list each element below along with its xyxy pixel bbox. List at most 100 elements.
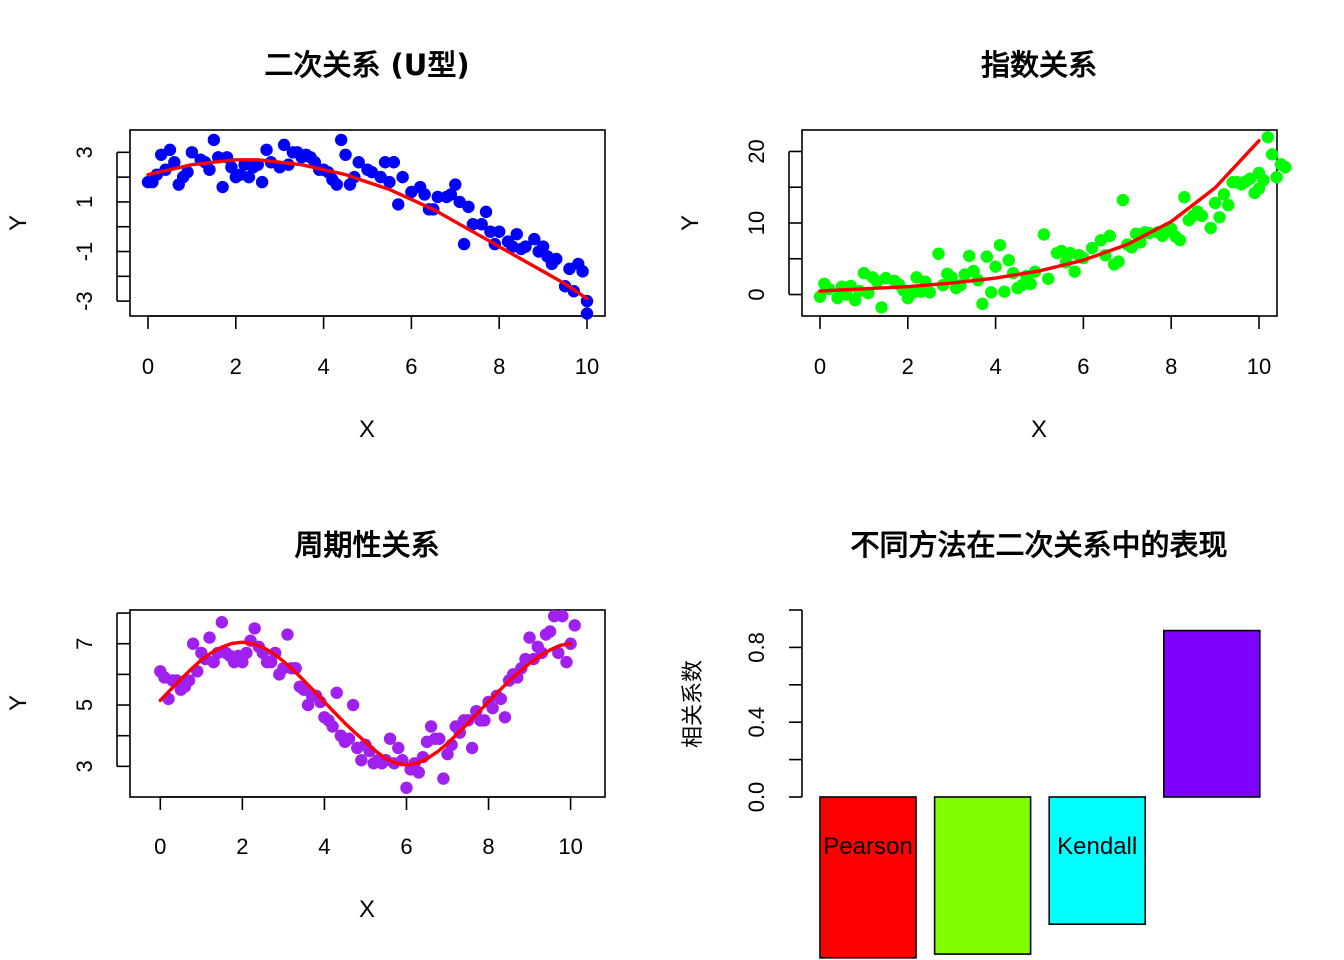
exponential-x-tick-label: 8 xyxy=(1165,354,1177,379)
periodic-data-point xyxy=(478,714,491,727)
quadratic-data-point xyxy=(457,237,471,251)
periodic-data-point xyxy=(346,698,360,712)
exponential-data-point xyxy=(1037,228,1051,241)
exponential-data-point xyxy=(1002,254,1015,267)
periodic-plot-panel: 周期性关系 X Y 0 2 4 6 8 10 3 5 7 xyxy=(5,528,606,923)
periodic-fit-line xyxy=(158,640,573,767)
quadratic-data-point xyxy=(475,218,488,231)
exponential-data-point xyxy=(1042,272,1055,285)
periodic-y-axis-label: Y xyxy=(5,695,32,711)
method-comparison-title: 不同方法在二次关系中的表现 xyxy=(850,528,1227,562)
quadratic-data-point xyxy=(242,170,256,184)
periodic-x-tick-label: 8 xyxy=(482,834,494,859)
periodic-data-point xyxy=(543,625,557,638)
quadratic-data-point xyxy=(181,165,194,179)
quadratic-data-point xyxy=(576,265,589,278)
exponential-x-tick-label: 0 xyxy=(814,354,826,379)
quadratic-data-point xyxy=(334,133,348,147)
quadratic-data-point xyxy=(484,225,497,238)
exponential-y-tick-label: 0 xyxy=(744,288,769,300)
exponential-plot-panel: 指数关系 X Y 0 2 4 6 8 10 0 10 20 xyxy=(677,48,1292,443)
exponential-data-point xyxy=(993,238,1007,252)
periodic-data-point xyxy=(498,711,512,724)
periodic-data-point xyxy=(437,772,450,785)
quadratic-plot-title: 二次关系 (U型) xyxy=(264,48,469,82)
quadratic-data-point xyxy=(387,156,401,169)
exponential-data-point xyxy=(998,285,1011,298)
quadratic-y-tick-label: 3 xyxy=(72,146,97,158)
method-comparison-y-tick-label: 0.0 xyxy=(744,782,769,813)
periodic-data-point xyxy=(523,631,536,644)
quadratic-data-point xyxy=(536,240,550,253)
method-comparison-bar xyxy=(1048,796,1146,925)
periodic-data-point xyxy=(412,766,425,779)
exponential-data-point xyxy=(1173,233,1187,247)
quadratic-data-point xyxy=(510,227,523,241)
exponential-data-point xyxy=(945,271,958,284)
quadratic-data-point xyxy=(449,178,462,191)
quadratic-data-point xyxy=(168,156,181,169)
quadratic-y-tick-label: -3 xyxy=(72,291,97,311)
method-comparison-bar-label: Kendall xyxy=(1057,833,1137,860)
quadratic-data-point xyxy=(339,148,352,161)
quadratic-data-point xyxy=(550,252,563,266)
exponential-data-point xyxy=(848,294,862,307)
periodic-y-tick-label: 7 xyxy=(72,638,97,650)
method-comparison-bar xyxy=(1163,629,1261,798)
exponential-x-tick-label: 6 xyxy=(1077,354,1089,379)
periodic-data-point xyxy=(240,646,253,660)
quadratic-x-tick-label: 4 xyxy=(317,354,329,379)
quadratic-data-point xyxy=(466,218,480,231)
periodic-data-point xyxy=(355,754,368,767)
quadratic-data-point xyxy=(255,175,269,189)
periodic-data-point xyxy=(494,692,508,706)
exponential-data-point xyxy=(1112,255,1125,268)
periodic-data-point xyxy=(461,714,475,727)
quadratic-plot-panel: 二次关系 (U型) X Y 0 2 4 6 8 10 -3 -1 1 3 xyxy=(5,48,606,443)
periodic-data-point xyxy=(215,616,229,629)
exponential-data-point xyxy=(967,264,980,278)
exponential-data-point xyxy=(813,290,827,303)
exponential-y-tick-label: 20 xyxy=(744,139,769,163)
periodic-x-tick-label: 0 xyxy=(154,834,166,859)
exponential-data-point xyxy=(1265,148,1279,161)
quadratic-data-point xyxy=(418,188,431,201)
periodic-data-point xyxy=(342,732,356,745)
exponential-data-point xyxy=(1085,241,1099,255)
periodic-data-point xyxy=(186,637,200,650)
method-comparison-y-tick-label: 0.4 xyxy=(744,707,769,738)
quadratic-data-point xyxy=(352,156,365,169)
quadratic-data-point xyxy=(493,225,506,238)
periodic-data-point xyxy=(203,631,216,644)
exponential-data-point xyxy=(1024,277,1037,291)
exponential-x-tick-label: 2 xyxy=(902,354,914,379)
periodic-y-tick-label: 5 xyxy=(72,699,97,711)
exponential-data-point xyxy=(1217,188,1231,201)
exponential-data-point xyxy=(1257,173,1270,187)
periodic-data-point xyxy=(392,741,405,755)
quadratic-data-point xyxy=(396,170,409,184)
exponential-data-point xyxy=(985,286,998,299)
quadratic-data-point xyxy=(225,161,238,174)
periodic-x-tick-label: 10 xyxy=(558,834,582,859)
quadratic-data-point xyxy=(260,143,273,157)
quadratic-data-point xyxy=(580,307,594,320)
quadratic-data-point xyxy=(330,178,343,191)
quadratic-y-tick-label: 1 xyxy=(72,196,97,208)
periodic-data-point xyxy=(400,781,413,795)
method-comparison-y-axis-label: 相关系数 xyxy=(681,660,706,748)
exponential-data-point xyxy=(875,301,888,314)
periodic-data-point xyxy=(465,741,479,755)
exponential-data-point xyxy=(1261,130,1274,144)
exponential-x-tick-label: 10 xyxy=(1247,354,1271,379)
periodic-data-point xyxy=(383,732,397,745)
exponential-data-point xyxy=(980,250,994,263)
periodic-y-tick-label: 3 xyxy=(72,760,97,772)
periodic-data-point xyxy=(424,720,438,733)
quadratic-y-axis-label: Y xyxy=(5,215,32,231)
exponential-fit-line xyxy=(818,139,1261,293)
periodic-data-point xyxy=(248,622,261,635)
periodic-data-point xyxy=(182,674,196,687)
exponential-plot-title: 指数关系 xyxy=(981,48,1097,82)
